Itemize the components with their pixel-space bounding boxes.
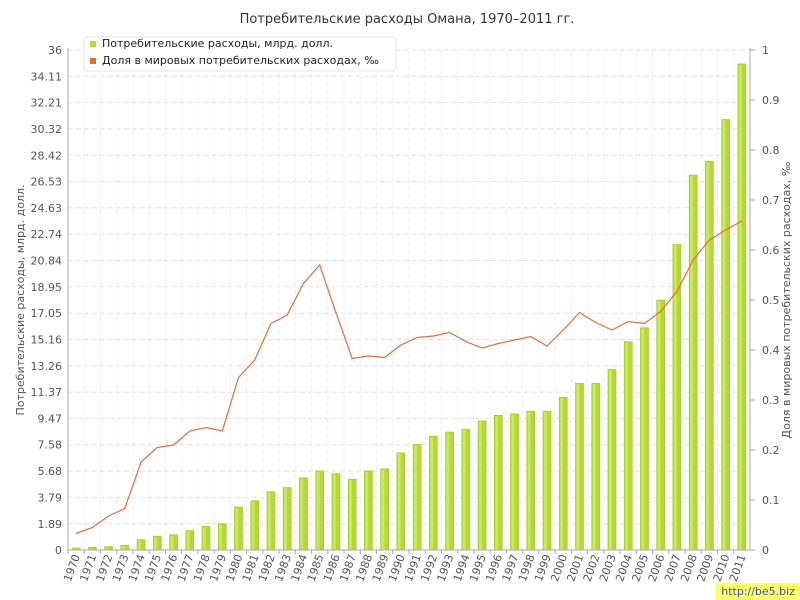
bar-series: [71, 63, 747, 551]
bar-highlight: [154, 537, 158, 550]
left-tick-label: 24.63: [31, 202, 63, 215]
bar-highlight: [430, 437, 434, 550]
bar-highlight: [235, 507, 239, 550]
left-tick-label: 17.05: [31, 307, 63, 320]
x-axis-ticks: 1970197119721973197419751976197719781979…: [61, 550, 749, 583]
right-tick-label: 0.2: [762, 444, 780, 457]
left-tick-label: 28.42: [31, 149, 63, 162]
chart-title: Потребительские расходы Омана, 1970–2011…: [240, 12, 575, 27]
bar-highlight: [284, 488, 287, 550]
left-tick-label: 34.11: [31, 70, 63, 83]
right-axis-title: Доля в мировых потребительских расходах,…: [780, 161, 793, 438]
bar-highlight: [592, 384, 596, 550]
bar-highlight: [332, 474, 336, 550]
bar-highlight: [462, 430, 466, 550]
left-tick-label: 18.95: [31, 281, 63, 294]
left-tick-label: 3.79: [38, 491, 63, 504]
bar-highlight: [560, 398, 564, 550]
bar-highlight: [186, 531, 190, 550]
line-series: [75, 220, 743, 535]
bar-highlight: [121, 546, 125, 550]
bar-highlight: [673, 245, 677, 550]
right-tick-label: 0.1: [762, 494, 780, 507]
bar-highlight: [543, 412, 547, 550]
legend-swatch-line: [90, 58, 96, 64]
right-tick-label: 0.4: [762, 344, 780, 357]
left-tick-label: 26.53: [31, 176, 63, 189]
right-tick-label: 0: [762, 544, 769, 557]
line-path: [75, 220, 743, 535]
left-tick-label: 11.37: [31, 386, 63, 399]
left-tick-label: 7.58: [38, 439, 63, 452]
bar-highlight: [219, 524, 223, 550]
bar-highlight: [170, 535, 174, 550]
bar-highlight: [365, 471, 369, 550]
bar-highlight: [641, 328, 645, 550]
left-tick-label: 32.21: [31, 97, 63, 110]
left-tick-label: 20.84: [31, 255, 63, 268]
right-tick-label: 0.6: [762, 244, 780, 257]
right-tick-label: 0.8: [762, 144, 780, 157]
bar-highlight: [105, 547, 109, 550]
bar-highlight: [414, 445, 417, 550]
left-axis-title: Потребительские расходы, млрд. долл.: [14, 185, 27, 416]
bar-highlight: [267, 492, 271, 550]
bar-highlight: [722, 120, 726, 550]
legend-swatch-bar: [90, 41, 96, 47]
bar-highlight: [73, 548, 76, 550]
left-tick-label: 15.16: [31, 333, 63, 346]
legend-entry-share: Доля в мировых потребительских расходах,…: [102, 54, 379, 67]
right-tick-label: 0.9: [762, 94, 780, 107]
left-tick-label: 5.68: [38, 465, 63, 478]
grid: [67, 49, 751, 551]
bar-highlight: [202, 527, 206, 550]
left-axis-ticks: 0 1.89 3.79 5.68 7.58 9.47 11.37 13.26 15.16 17.0…: [31, 44, 63, 557]
right-axis-ticks: 0 0.1 0.2 0.3 0.4 0.5 0.6 0.7 0.8 0.9 1: [750, 44, 780, 557]
left-tick-label: 1.89: [38, 518, 63, 531]
bar-highlight: [316, 471, 320, 550]
left-tick-label: 30.32: [31, 123, 63, 136]
bar-highlight: [576, 384, 580, 550]
bar-highlight: [446, 432, 450, 550]
right-tick-label: 1: [762, 44, 769, 57]
legend-box: [83, 36, 397, 72]
left-tick-label: 13.26: [31, 360, 63, 373]
bar-highlight: [89, 548, 93, 550]
watermark-link[interactable]: http://be5.biz: [716, 583, 800, 600]
bar-highlight: [608, 370, 612, 550]
legend: Потребительские расходы, млрд. долл. Дол…: [83, 36, 397, 72]
right-tick-label: 0.5: [762, 294, 780, 307]
right-tick-label: 0.7: [762, 194, 780, 207]
left-tick-label: 0: [55, 544, 62, 557]
bar-highlight: [381, 469, 385, 550]
bar-highlight: [495, 416, 499, 550]
bar-highlight: [527, 412, 531, 550]
bar-highlight: [138, 540, 141, 550]
bar-highlight: [397, 453, 401, 550]
right-tick-label: 0.3: [762, 394, 780, 407]
bar-highlight: [479, 421, 482, 550]
bar-highlight: [511, 414, 515, 550]
bar-highlight: [690, 176, 693, 550]
bar-highlight: [349, 480, 352, 550]
left-tick-label: 9.47: [38, 412, 63, 425]
bar-highlight: [706, 162, 710, 550]
bar-highlight: [625, 342, 628, 550]
left-tick-label: 22.74: [31, 228, 63, 241]
bar-highlight: [251, 501, 255, 550]
left-tick-label: 36: [48, 44, 62, 57]
bar-highlight: [300, 478, 304, 550]
bar-highlight: [738, 64, 742, 550]
bar-highlight: [657, 301, 661, 550]
legend-entry-spending: Потребительские расходы, млрд. долл.: [102, 37, 333, 50]
